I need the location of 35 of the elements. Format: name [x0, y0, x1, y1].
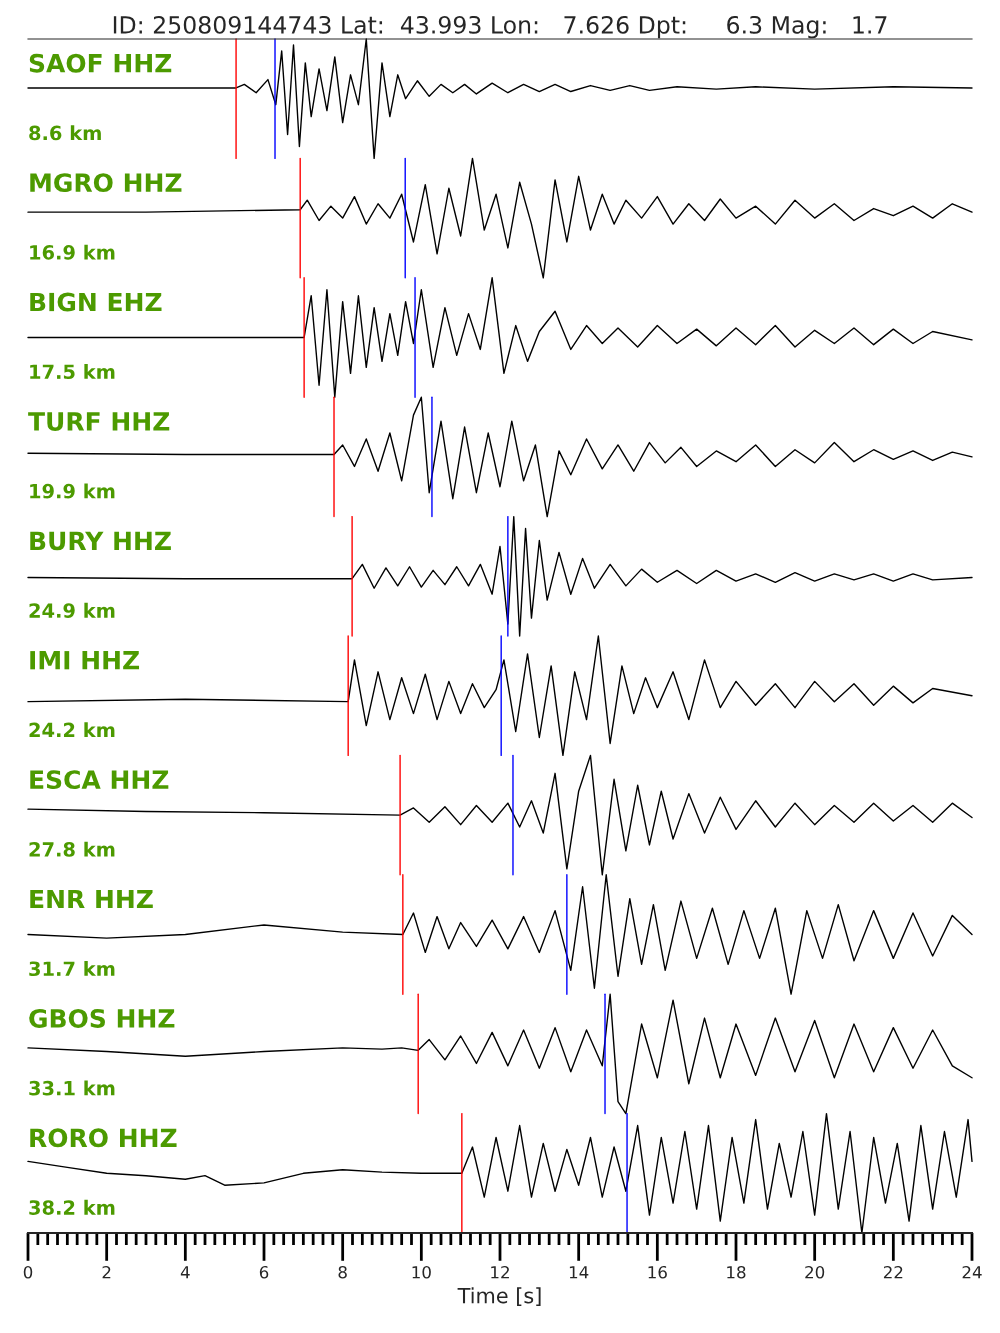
annotation: TURF HHZ — [28, 412, 170, 431]
annotation: MGRO HHZ — [30, 173, 182, 193]
annotation: BURY HHZ — [30, 531, 171, 551]
annotation: RORO HHZ — [30, 1128, 177, 1148]
annotation: ESCA HHZ — [30, 770, 169, 790]
annotation: 38.2 km — [29, 1199, 115, 1215]
annotation: 16.9 km — [30, 244, 115, 260]
annotation: IMI HHZ — [30, 651, 140, 670]
annotation: SAOF HHZ — [29, 53, 172, 73]
annotation: ENR HHZ — [30, 889, 153, 909]
annotation: 27.8 km — [29, 841, 115, 857]
annotation: 24.9 km — [29, 602, 115, 618]
x-tick-label: 12 — [491, 1265, 509, 1279]
annotation: 31.7 km — [29, 961, 115, 977]
x-tick-label: 18 — [727, 1265, 746, 1279]
x-tick-label: 0 — [23, 1265, 33, 1279]
x-tick-label: 2 — [102, 1265, 111, 1279]
x-axis-title: Time [s] — [457, 1287, 541, 1306]
annotation: 19.9 km — [30, 483, 115, 499]
annotation: 17.5 km — [30, 364, 115, 380]
annotation: BIGN EHZ — [30, 292, 162, 312]
chart-title: ID: 250809144743 Lat: 43.993 Lon: 7.626 Dpt: 6.3 Mag: 1.7 — [113, 15, 887, 39]
x-tick-label: 16 — [648, 1265, 667, 1279]
x-tick-label: 6 — [259, 1265, 269, 1279]
x-tick-label: 8 — [338, 1265, 347, 1279]
annotation: GBOS HHZ — [29, 1008, 175, 1028]
x-tick-label: 14 — [569, 1266, 589, 1279]
x-tick-label: 20 — [805, 1265, 825, 1279]
annotation: 8.6 km — [29, 125, 101, 141]
x-tick-label: 10 — [412, 1265, 431, 1279]
x-tick-label: 24 — [962, 1265, 982, 1279]
x-tick-label: 4 — [180, 1266, 190, 1279]
x-tick-label: 22 — [883, 1265, 903, 1279]
annotation: 24.2 km — [29, 722, 115, 738]
annotation: 33.1 km — [29, 1080, 115, 1096]
